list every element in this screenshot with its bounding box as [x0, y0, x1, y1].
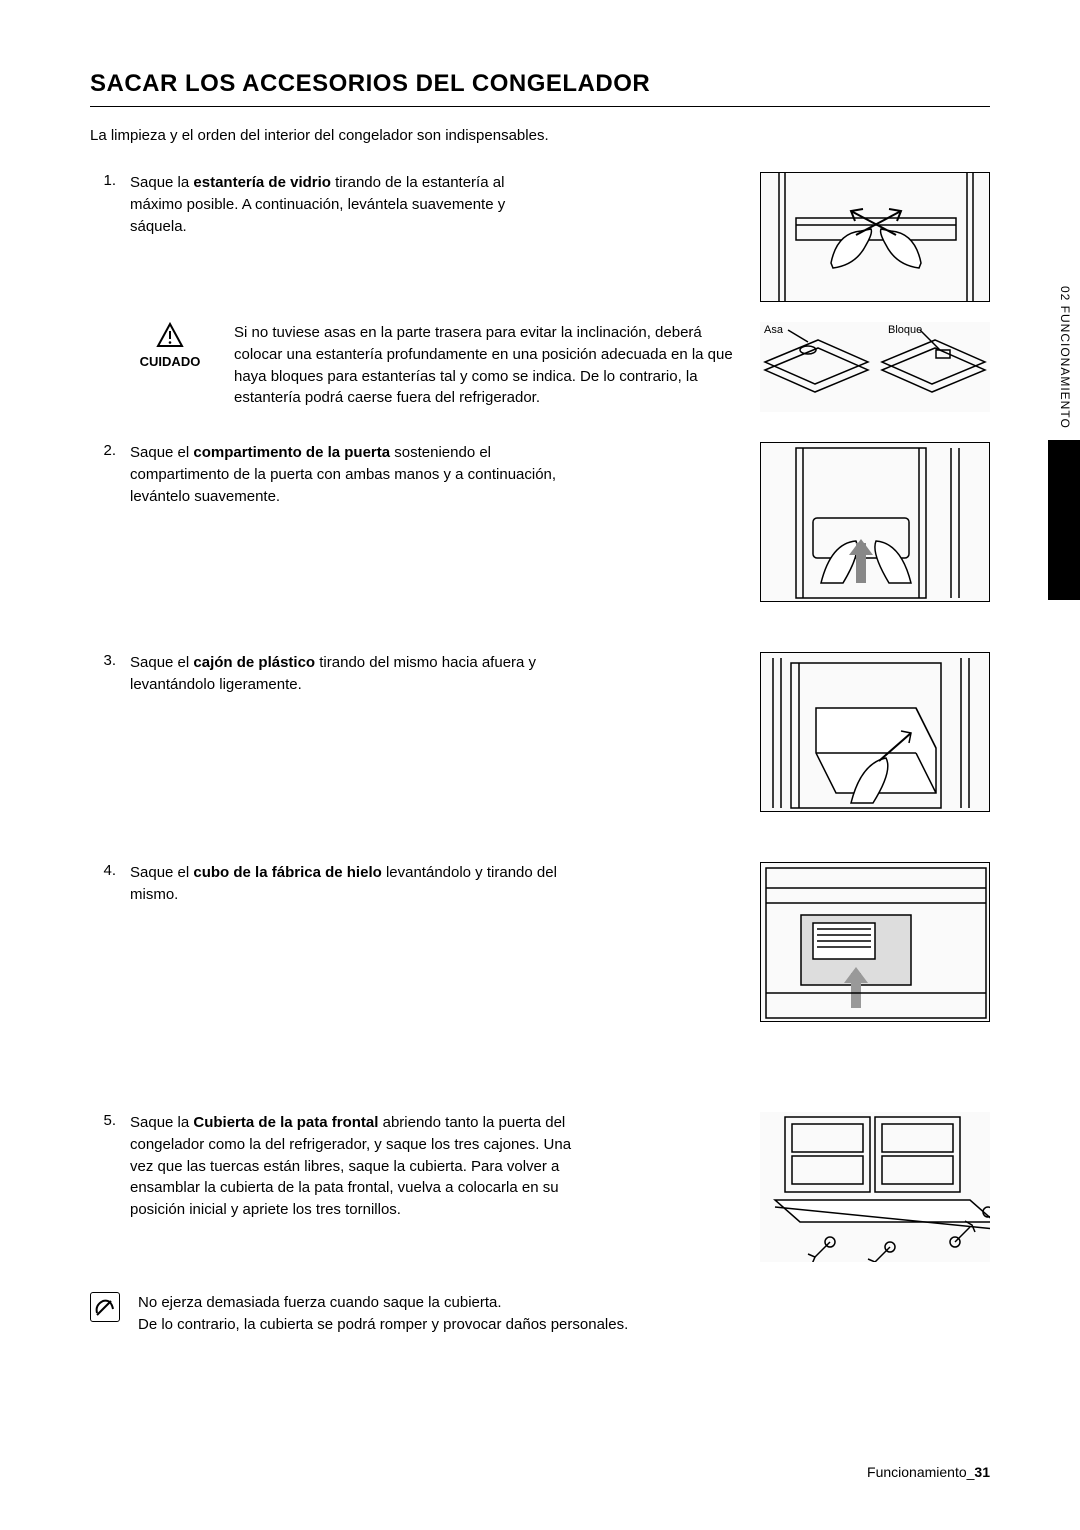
step-number: 5.	[90, 1112, 130, 1129]
step-1: 1.Saque la estantería de vidrio tirando …	[90, 172, 990, 302]
step-text: Saque el cajón de plástico tirando del m…	[130, 652, 590, 696]
step-text: Saque la Cubierta de la pata frontal abr…	[130, 1112, 590, 1221]
step-number: 2.	[90, 442, 130, 459]
content-area: 1.Saque la estantería de vidrio tirando …	[90, 172, 990, 1336]
step-5: 5.Saque la Cubierta de la pata frontal a…	[90, 1112, 990, 1262]
side-tab-label: 02 FUNCIONAMIENTO	[1048, 280, 1080, 440]
illustration-handle-block: Asa Bloque	[760, 322, 990, 412]
illustration-door-bin	[760, 442, 990, 602]
step-number: 1.	[90, 172, 130, 189]
label-bloque: Bloque	[888, 324, 922, 336]
page-footer: Funcionamiento_31	[867, 1464, 990, 1480]
label-asa: Asa	[764, 324, 783, 336]
step-number: 4.	[90, 862, 130, 879]
step-text: Saque el compartimento de la puerta sost…	[130, 442, 590, 507]
step-number: 3.	[90, 652, 130, 669]
side-tab-marker	[1048, 440, 1080, 600]
note-block: No ejerza demasiada fuerza cuando saque …	[90, 1292, 990, 1336]
step-4: 4.Saque el cubo de la fábrica de hielo l…	[90, 862, 990, 1022]
intro-text: La limpieza y el orden del interior del …	[90, 127, 990, 144]
side-tab: 02 FUNCIONAMIENTO	[1048, 280, 1080, 600]
step-text: Saque la estantería de vidrio tirando de…	[130, 172, 550, 237]
caution-label: CUIDADO	[120, 354, 220, 369]
page-title: SACAR LOS ACCESORIOS DEL CONGELADOR	[90, 70, 990, 107]
warning-icon	[120, 322, 220, 352]
step-2: 2.Saque el compartimento de la puerta so…	[90, 442, 990, 602]
illustration-front-cover	[760, 1112, 990, 1262]
step-3: 3.Saque el cajón de plástico tirando del…	[90, 652, 990, 812]
caution-text: Si no tuviese asas en la parte trasera p…	[220, 322, 760, 409]
note-text: No ejerza demasiada fuerza cuando saque …	[138, 1292, 628, 1336]
illustration-shelf	[760, 172, 990, 302]
caution-block: CUIDADO Si no tuviese asas en la parte t…	[120, 322, 990, 412]
illustration-ice-bucket	[760, 862, 990, 1022]
note-icon	[90, 1292, 120, 1322]
illustration-drawer	[760, 652, 990, 812]
step-text: Saque el cubo de la fábrica de hielo lev…	[130, 862, 590, 906]
